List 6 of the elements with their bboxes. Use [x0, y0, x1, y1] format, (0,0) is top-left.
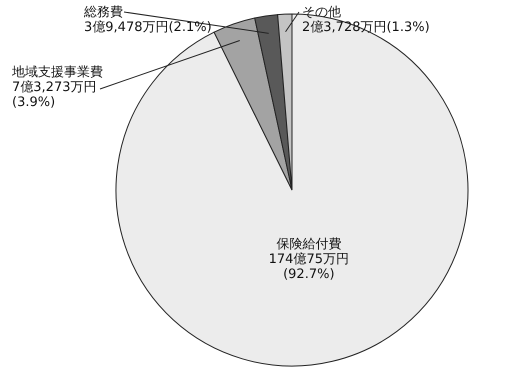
data-label: 174億75万円 (92.7%): [268, 252, 349, 282]
slice-label: 保険給付費: [276, 236, 342, 252]
slice-label: 地域支援事業費: [11, 65, 103, 80]
data-label: 3億9,478万円(2.1%): [84, 20, 212, 35]
slice-label: 総務費: [83, 5, 123, 20]
data-label: 7億3,273万円 (3.9%): [12, 80, 96, 110]
